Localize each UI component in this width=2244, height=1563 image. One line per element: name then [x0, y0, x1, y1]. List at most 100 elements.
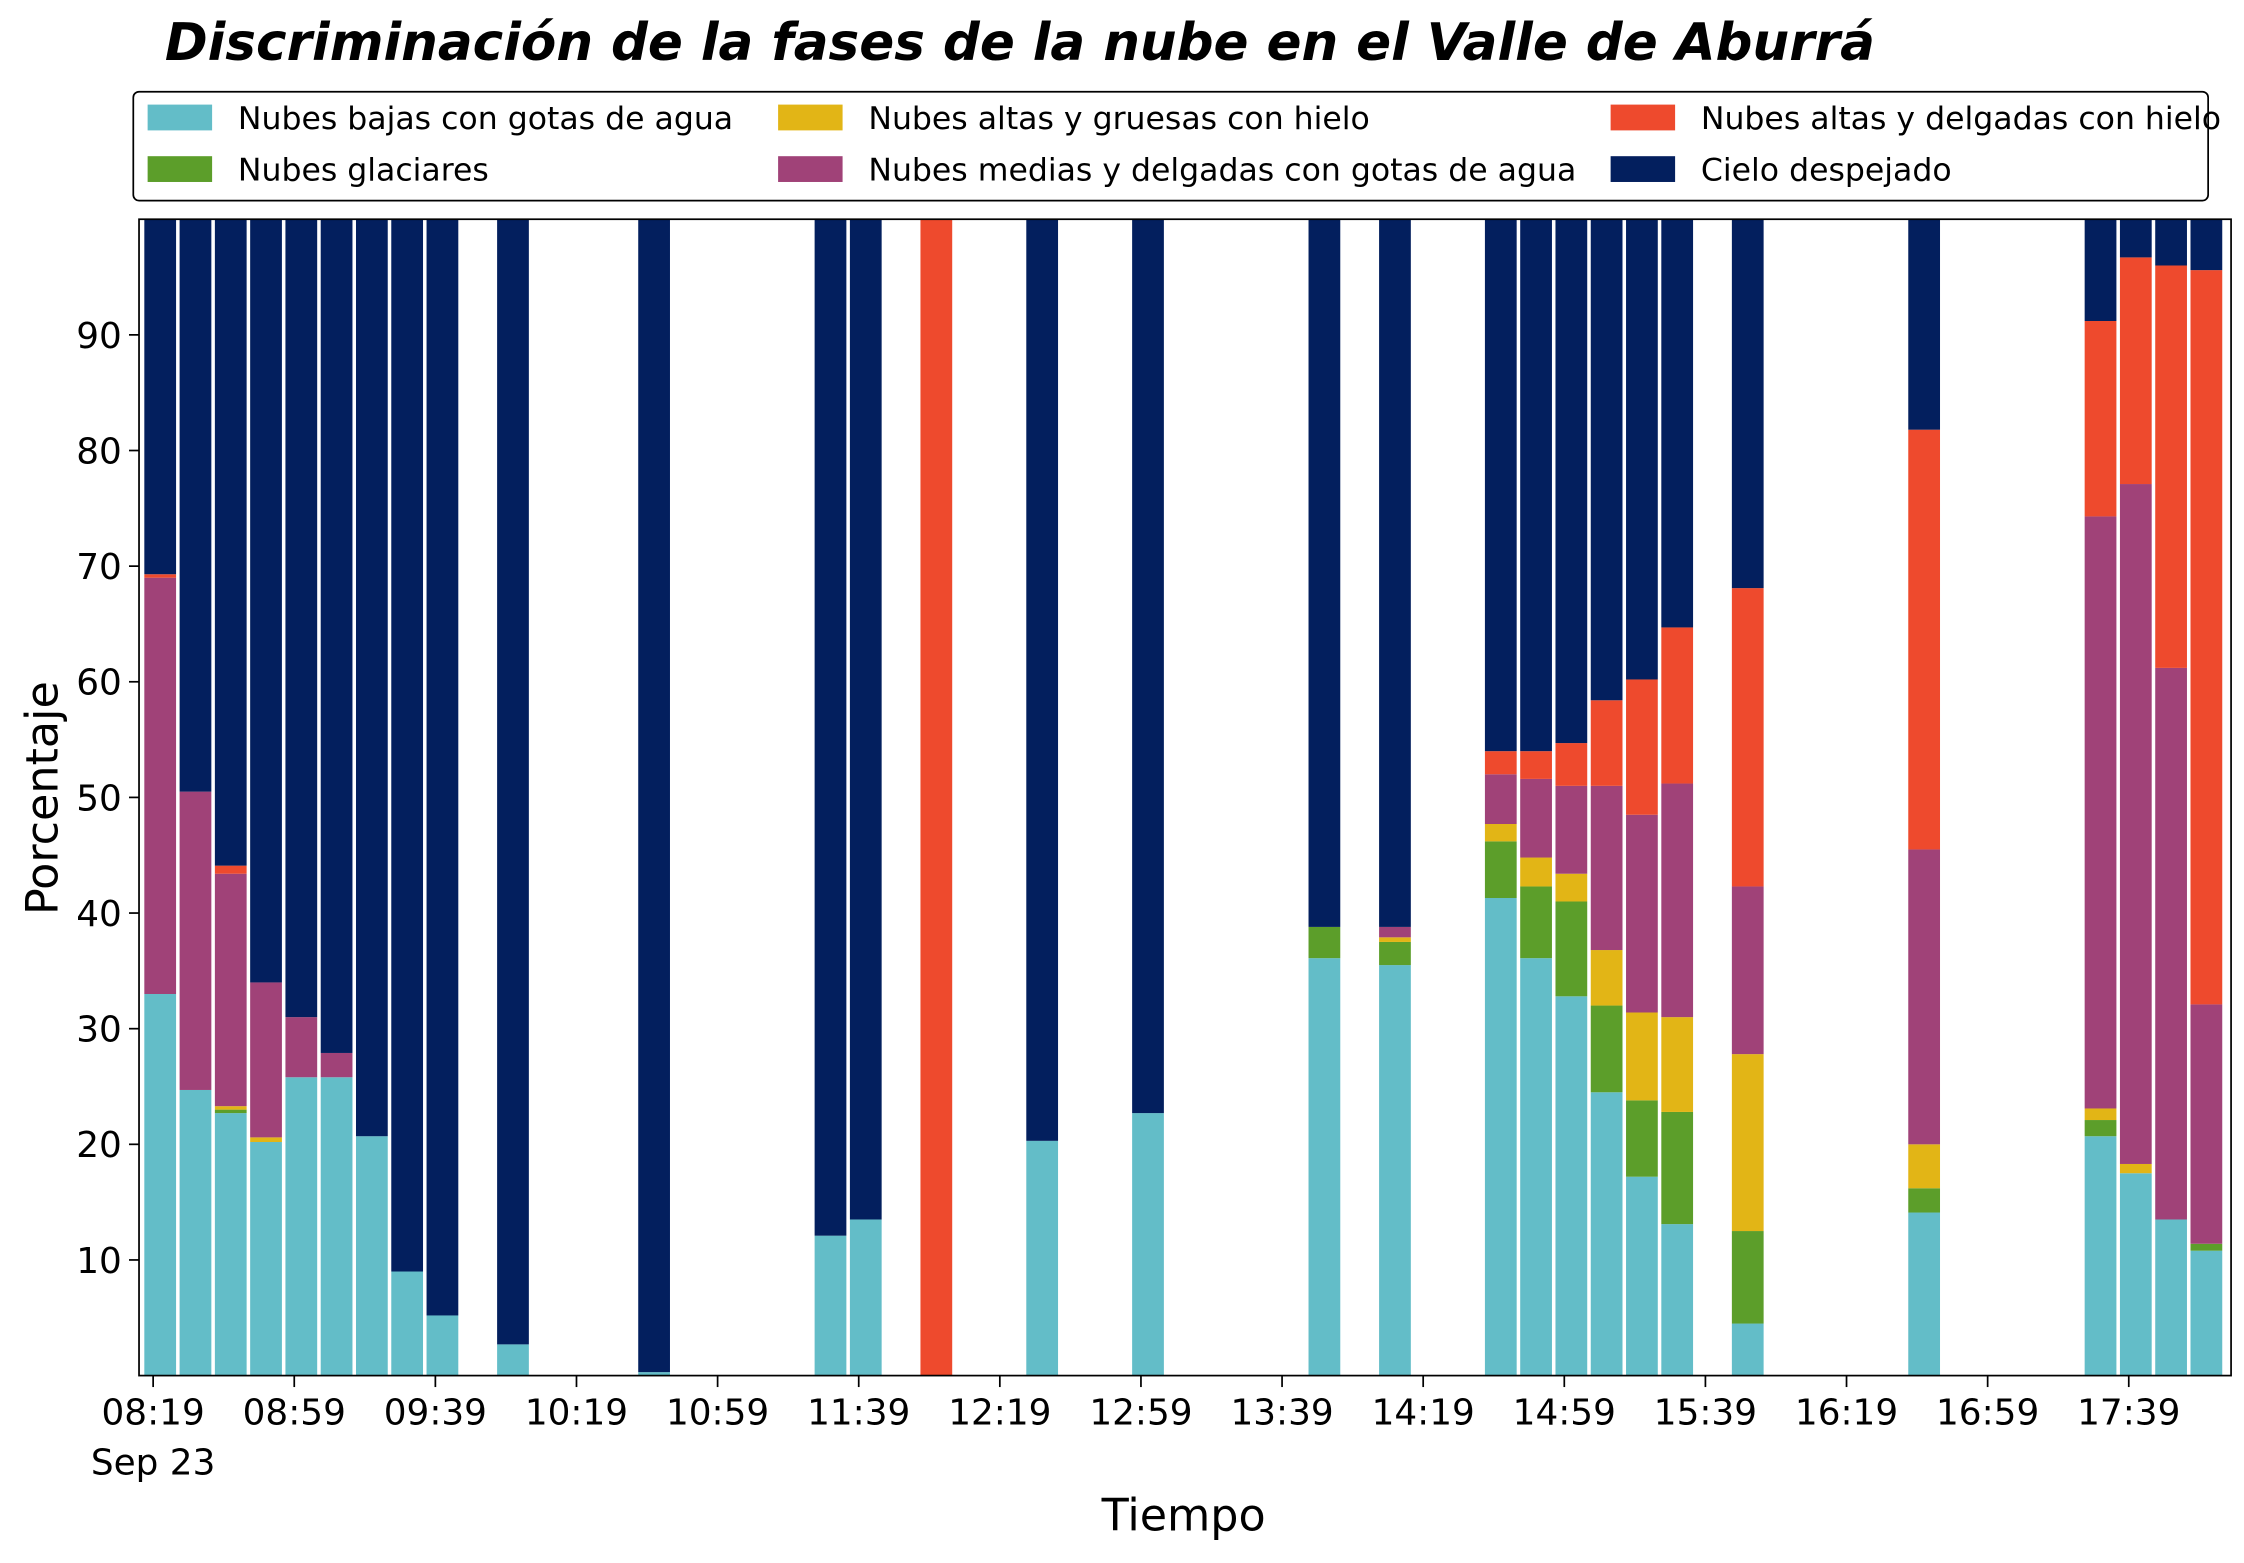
bar-segment	[1379, 926, 1411, 938]
bar-segment	[1308, 219, 1341, 927]
bar-segment	[2155, 265, 2187, 668]
x-tick-label: 14:59	[1513, 1392, 1616, 1433]
bar-segment	[1626, 679, 1658, 815]
legend-label: Cielo despejado	[1701, 153, 1952, 189]
bar-segment	[214, 1109, 247, 1114]
bar-segment	[214, 865, 247, 874]
bar-segment	[1520, 886, 1552, 959]
bar-segment	[2119, 1173, 2152, 1376]
bar-segment	[214, 1113, 247, 1376]
bar-segment	[1590, 700, 1623, 786]
bar-segment	[355, 1136, 388, 1376]
bar-segment	[426, 219, 459, 1316]
y-tick-label: 40	[76, 894, 122, 935]
legend-label: Nubes glaciares	[238, 153, 489, 189]
bar-segment	[2190, 219, 2223, 271]
bar-segment	[1661, 1111, 1694, 1225]
bar-segment	[2190, 1250, 2223, 1376]
bar-segment	[1520, 857, 1552, 887]
bar-segment	[1908, 849, 1941, 1145]
bar-segment	[849, 219, 882, 1220]
bar-segment	[179, 219, 212, 792]
legend-swatch	[147, 156, 213, 182]
bar-segment	[2084, 1108, 2117, 1121]
legend-label: Nubes medias y delgadas con gotas de agu…	[868, 153, 1576, 189]
bar-segment	[1626, 814, 1658, 1013]
bar-segment	[814, 219, 847, 1236]
x-tick-label: 12:19	[948, 1392, 1051, 1433]
bar-segment	[1132, 219, 1164, 1114]
y-tick-label: 90	[76, 316, 122, 357]
legend-swatch	[1610, 156, 1676, 182]
bar-segment	[1626, 1100, 1658, 1177]
bar-segment	[1555, 901, 1588, 997]
bar-segment	[2084, 320, 2117, 517]
bar-segment	[1520, 958, 1552, 1376]
chart-title: Discriminación de la fases de la nube en…	[165, 13, 1875, 73]
bar-segment	[250, 1137, 282, 1143]
bar-segment	[355, 219, 388, 1137]
bar-segment	[285, 1017, 318, 1078]
bar-segment	[2084, 516, 2117, 1109]
bar-segment	[1484, 751, 1517, 775]
y-tick-label: 80	[76, 431, 122, 472]
bar-segment	[1626, 219, 1658, 680]
bar-segment	[2190, 1243, 2223, 1251]
bar-segment	[1520, 219, 1552, 752]
bar-segment	[1308, 926, 1341, 959]
bar-segment	[214, 873, 247, 1107]
bar-segment	[1908, 429, 1941, 850]
y-tick-label: 60	[76, 663, 122, 704]
bar-segment	[2190, 1004, 2223, 1244]
bar-segment	[250, 219, 282, 983]
bar-segment	[1520, 778, 1552, 858]
bar-segment	[285, 1077, 318, 1376]
bar-segment	[250, 982, 282, 1138]
x-tick-label: 10:59	[666, 1392, 769, 1433]
bar-segment	[1731, 219, 1764, 589]
x-tick-label: 16:19	[1795, 1392, 1898, 1433]
bar-segment	[179, 1089, 212, 1376]
bar-segment	[144, 993, 177, 1376]
bar-segment	[2119, 484, 2152, 1164]
plot-frame	[138, 218, 2232, 1377]
bar-segment	[1908, 219, 1941, 430]
legend-swatch	[778, 104, 843, 131]
bar-segment	[1026, 219, 1059, 1141]
bar-segment	[1590, 1092, 1623, 1376]
bar-segment	[1661, 1224, 1694, 1376]
bar-segment	[2084, 1120, 2117, 1137]
bar-segment	[391, 219, 424, 1272]
bar-segment	[920, 219, 953, 1376]
legend-swatch	[1610, 104, 1676, 131]
bar-segment	[2155, 1219, 2187, 1376]
bar-segment	[1484, 824, 1517, 842]
bar-segment	[144, 577, 177, 994]
bar-segment	[144, 574, 177, 578]
bar-segment	[2119, 257, 2152, 485]
y-tick-label: 10	[76, 1241, 122, 1282]
bar-segment	[638, 1372, 670, 1376]
bar-segment	[285, 219, 318, 1018]
x-tick-label: 13:39	[1230, 1392, 1333, 1433]
bar-segment	[2190, 270, 2223, 1005]
bar-segment	[1132, 1113, 1164, 1376]
bar-segment	[1484, 898, 1517, 1376]
legend-label: Nubes bajas con gotas de agua	[238, 101, 733, 137]
bar-segment	[849, 1219, 882, 1376]
legend-box	[132, 90, 2210, 202]
bar-segment	[426, 1315, 459, 1376]
bar-segment	[1555, 785, 1588, 874]
bar-segment	[144, 219, 177, 575]
x-tick-label: 09:39	[384, 1392, 487, 1433]
bar-segment	[391, 1271, 424, 1376]
bar-segment	[1590, 785, 1623, 951]
bar-segment	[1661, 783, 1694, 1018]
x-date-label: Sep 23	[91, 1442, 215, 1483]
bar-segment	[1908, 1212, 1941, 1376]
bar-segment	[2155, 667, 2187, 1220]
bar-segment	[497, 219, 529, 1345]
bar-segment	[1731, 1231, 1764, 1324]
bar-segment	[2084, 1136, 2117, 1376]
bar-segment	[1661, 1017, 1694, 1112]
